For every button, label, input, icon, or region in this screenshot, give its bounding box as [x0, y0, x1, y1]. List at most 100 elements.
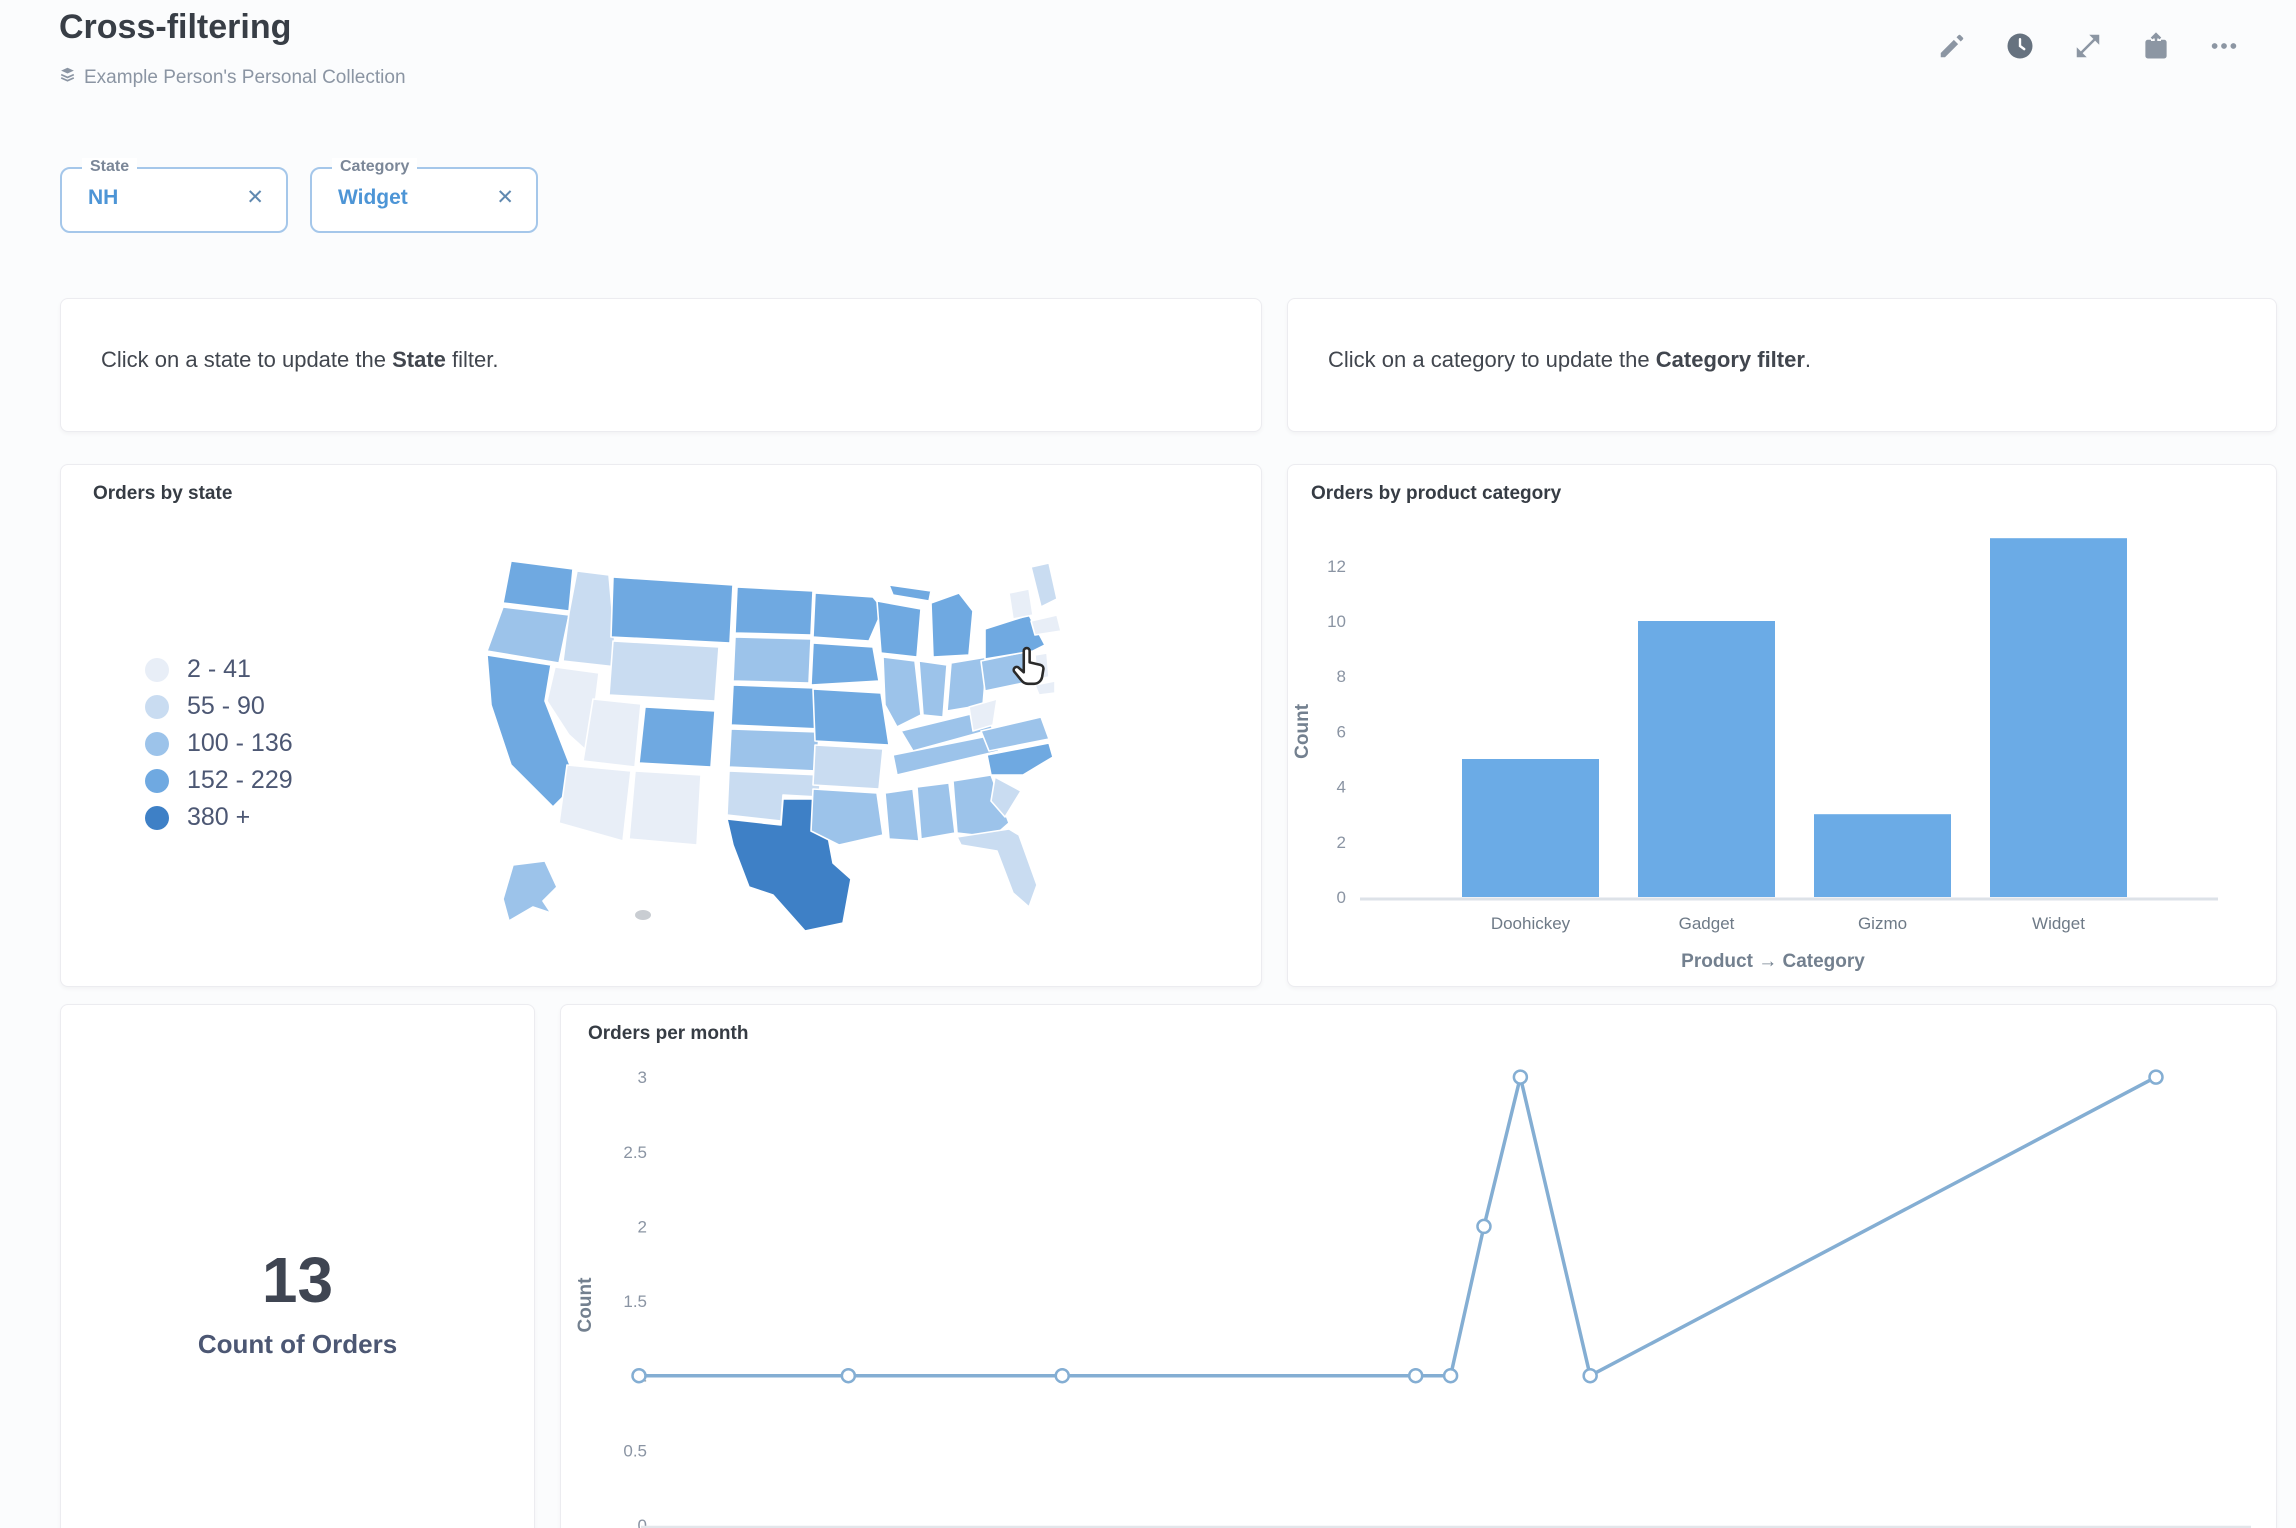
state-mi	[930, 592, 974, 658]
filter-state-label: State	[82, 158, 138, 176]
state-mo	[812, 688, 890, 746]
svg-text:8: 8	[1337, 667, 1346, 686]
svg-text:Gizmo: Gizmo	[1858, 914, 1907, 933]
svg-text:Count: Count	[1292, 703, 1313, 759]
svg-text:0.5: 0.5	[623, 1441, 647, 1460]
svg-text:10: 10	[1327, 612, 1346, 631]
us-choropleth-map[interactable]	[451, 533, 1071, 953]
state-ma	[1030, 614, 1062, 636]
svg-text:2: 2	[1337, 833, 1346, 852]
svg-text:0: 0	[1337, 888, 1346, 907]
orders-by-state-card: Orders by state 2 - 41 55 - 90 100 - 136…	[60, 464, 1262, 987]
state-or	[486, 606, 570, 664]
svg-text:Gadget: Gadget	[1679, 914, 1735, 933]
header-actions	[1936, 30, 2240, 62]
filter-category-clear-icon[interactable]: ✕	[496, 186, 514, 209]
legend-row: 55 - 90	[145, 688, 293, 725]
bar-gizmo	[1814, 814, 1951, 897]
count-of-orders-card: 13 Count of Orders	[60, 1004, 535, 1528]
state-mi_up	[888, 584, 932, 602]
svg-text:Count: Count	[575, 1277, 596, 1333]
orders-per-month-title: Orders per month	[588, 1023, 749, 1044]
state-va	[980, 716, 1050, 752]
legend-row: 380 +	[145, 799, 293, 836]
legend-dot	[145, 805, 169, 830]
line-point	[840, 1367, 857, 1384]
text-card-category-text: Click on a category to update the Catego…	[1328, 347, 1812, 372]
state-wy	[608, 640, 720, 702]
svg-text:0: 0	[638, 1516, 647, 1528]
orders-by-category-title: Orders by product category	[1311, 483, 1562, 504]
state-az	[558, 764, 632, 842]
state-ne	[730, 684, 822, 730]
filter-category[interactable]: Category Widget ✕	[310, 158, 538, 233]
orders-by-state-title: Orders by state	[93, 483, 233, 504]
line-point	[1054, 1367, 1070, 1384]
more-ellipsis-icon[interactable]	[2208, 30, 2240, 62]
orders-by-category-bar-chart[interactable]: 0 2 4 6 8 10 12 Count Doohickey Gadget Gizmo Widget…	[1288, 465, 2278, 988]
state-md	[1034, 680, 1056, 696]
state-ia	[810, 642, 880, 686]
filter-category-value[interactable]: Widget	[338, 186, 408, 209]
bar-gadget	[1638, 621, 1775, 897]
line-point	[1407, 1367, 1424, 1384]
share-icon[interactable]	[2140, 30, 2172, 62]
text-card-state: Click on a state to update the State fil…	[60, 298, 1262, 432]
state-nj	[1034, 652, 1050, 680]
filter-state-clear-icon[interactable]: ✕	[246, 186, 264, 209]
state-sc	[990, 776, 1022, 818]
state-sd	[732, 636, 812, 684]
svg-text:4: 4	[1337, 778, 1346, 797]
edit-pencil-icon[interactable]	[1936, 30, 1968, 62]
line-point	[1582, 1367, 1598, 1384]
scalar-label: Count of Orders	[197, 1329, 398, 1359]
state-nd	[734, 586, 814, 636]
filter-state[interactable]: State NH ✕	[60, 158, 288, 233]
state-me	[1030, 562, 1058, 608]
state-nv	[546, 666, 600, 754]
state-la	[810, 788, 884, 846]
state-mn	[812, 592, 884, 642]
legend-row: 152 - 229	[145, 762, 293, 799]
state-hi	[635, 910, 651, 920]
state-ut	[582, 698, 642, 768]
legend-dot	[145, 768, 169, 793]
state-wa	[502, 560, 574, 612]
svg-text:Widget: Widget	[2032, 914, 2085, 933]
line-point	[631, 1367, 647, 1384]
legend-dot	[145, 731, 169, 756]
svg-text:2.5: 2.5	[623, 1143, 647, 1162]
state-nc	[986, 742, 1054, 776]
filter-category-label: Category	[332, 158, 418, 176]
state-vt_nh	[1008, 588, 1034, 620]
filter-state-value[interactable]: NH	[88, 186, 119, 209]
map-legend: 2 - 41 55 - 90 100 - 136 152 - 229 380 +	[145, 651, 293, 836]
scalar-value[interactable]: 13	[261, 1244, 334, 1316]
state-tn	[892, 734, 1000, 776]
state-fl	[956, 828, 1038, 908]
legend-dot	[145, 657, 169, 682]
bar-widget	[1990, 538, 2127, 897]
state-al	[916, 782, 956, 840]
svg-text:2: 2	[638, 1217, 647, 1236]
svg-text:3: 3	[638, 1068, 647, 1087]
orders-by-category-card: Orders by product category 0 2 4 6 8 10 12 Coun…	[1287, 464, 2277, 987]
history-clock-icon[interactable]	[2004, 30, 2036, 62]
state-in	[918, 660, 948, 718]
page-title: Cross-filtering	[59, 8, 292, 46]
breadcrumb[interactable]: Example Person's Personal Collection	[59, 66, 406, 89]
collection-name: Example Person's Personal Collection	[84, 66, 406, 88]
legend-row: 100 - 136	[145, 725, 293, 762]
text-card-category: Click on a category to update the Catego…	[1287, 298, 2277, 432]
fullscreen-icon[interactable]	[2072, 30, 2104, 62]
line-point	[1512, 1069, 1529, 1085]
state-wv	[968, 698, 998, 732]
svg-text:Product → Category: Product → Category	[1681, 951, 1865, 972]
state-ks	[728, 728, 820, 772]
line-point	[1476, 1218, 1492, 1235]
state-wi	[876, 600, 922, 658]
state-id	[562, 570, 618, 668]
legend-row: 2 - 41	[145, 651, 293, 688]
